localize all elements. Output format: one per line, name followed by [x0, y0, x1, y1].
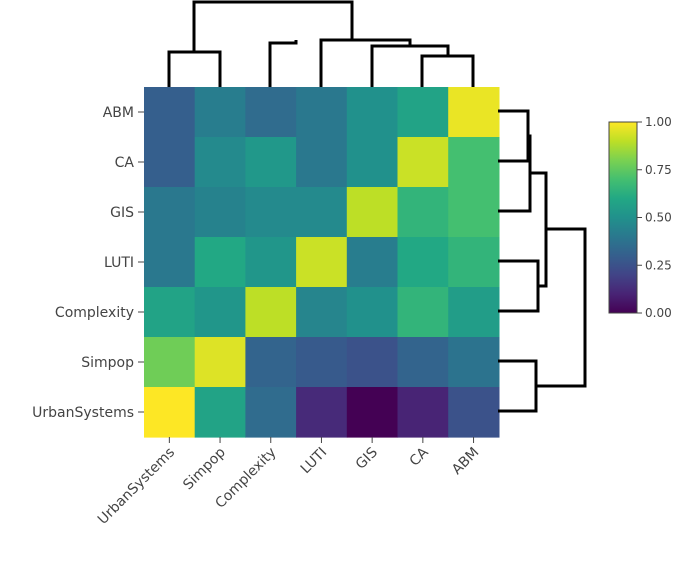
- colorbar-tick-labels: 0.00 0.25 0.50 0.75 1.00: [637, 115, 672, 320]
- y-tick-label-CA: CA: [115, 155, 135, 171]
- heatmap-cell-Simpop-Simpop: [194, 337, 246, 388]
- heatmap-cell-ABM-GIS: [346, 87, 399, 138]
- x-tick-label-Simpop: Simpop: [180, 444, 229, 493]
- heatmap-cell-CA-CA: [397, 137, 449, 188]
- right-dendrogram-link-simpop-urbansystems: [498, 359, 538, 413]
- heatmap-cell-LUTI-Complexity: [245, 237, 297, 288]
- heatmap-cell-Complexity-LUTI: [296, 287, 348, 338]
- heatmap-cell-UrbanSystems-Complexity: [245, 387, 297, 438]
- heatmap-cell-LUTI-Simpop: [194, 237, 246, 288]
- heatmap-cell-ABM-CA: [397, 87, 449, 138]
- heatmap-cell-UrbanSystems-GIS: [346, 387, 399, 438]
- heatmap-cell-GIS-Simpop: [194, 187, 246, 238]
- y-axis-tick-labels: ABM CA GIS LUTI Complexity Simpop UrbanSystems: [32, 105, 144, 421]
- heatmap-cell-ABM-LUTI: [296, 87, 348, 138]
- colorbar-tick-label-0.50: 0.50: [645, 211, 672, 225]
- y-tick-label-Simpop: Simpop: [81, 355, 134, 371]
- heatmap-cell-LUTI-ABM: [448, 237, 500, 288]
- heatmap-cell-Complexity-ABM: [448, 287, 500, 338]
- right-dendrogram-link-root: [536, 227, 587, 388]
- heatmap-cell-CA-UrbanSystems: [144, 137, 196, 188]
- heatmap-cell-LUTI-CA: [397, 237, 449, 288]
- heatmap-cell-GIS-GIS: [346, 187, 399, 238]
- colorbar-tick-label-0.25: 0.25: [645, 258, 672, 272]
- top-dendrogram: [167, 0, 475, 87]
- y-tick-label-LUTI: LUTI: [104, 255, 134, 271]
- right-dendrogram-link-luti-complexity: [498, 259, 540, 313]
- heatmap-cell-CA-LUTI: [296, 137, 348, 188]
- top-dendrogram-link-complexity-group: [268, 40, 298, 87]
- heatmap-cell-Simpop-LUTI: [296, 337, 348, 388]
- heatmap-cell-ABM-Complexity: [245, 87, 297, 138]
- heatmap-cell-GIS-LUTI: [296, 187, 348, 238]
- heatmap-cell-GIS-UrbanSystems: [144, 187, 196, 238]
- heatmap-cell-CA-Complexity: [245, 137, 297, 188]
- heatmap-cells: [144, 87, 500, 438]
- top-dendrogram-link-gis-ca-abm: [370, 44, 450, 87]
- heatmap-cell-Complexity-Simpop: [194, 287, 246, 338]
- colorbar-tick-label-0.75: 0.75: [645, 163, 672, 177]
- heatmap-cell-UrbanSystems-UrbanSystems: [144, 387, 196, 438]
- heatmap-cell-LUTI-LUTI: [296, 237, 348, 288]
- heatmap-cell-Simpop-ABM: [448, 337, 500, 388]
- colorbar: 0.00 0.25 0.50 0.75 1.00: [608, 115, 672, 320]
- heatmap-cell-Simpop-CA: [397, 337, 449, 388]
- top-dendrogram-link-urbansystems-simpop: [167, 50, 222, 87]
- heatmap-cell-ABM-ABM: [448, 87, 500, 138]
- x-tick-label-ABM: ABM: [449, 445, 482, 478]
- y-tick-label-Complexity: Complexity: [55, 305, 134, 321]
- heatmap-cell-CA-GIS: [346, 137, 399, 188]
- heatmap-cell-UrbanSystems-LUTI: [296, 387, 348, 438]
- heatmap-cell-LUTI-UrbanSystems: [144, 237, 196, 288]
- heatmap-cell-ABM-Simpop: [194, 87, 246, 138]
- top-dendrogram-link-root: [192, 0, 354, 52]
- top-dendrogram-link-ca-abm: [420, 54, 475, 87]
- colorbar-tick-label-0.00: 0.00: [645, 306, 672, 320]
- heatmap-cell-UrbanSystems-Simpop: [194, 387, 246, 438]
- top-dendrogram-link-luti-group: [319, 38, 412, 87]
- heatmap-cell-UrbanSystems-ABM: [448, 387, 500, 438]
- x-tick-label-CA: CA: [407, 444, 432, 469]
- y-tick-label-GIS: GIS: [110, 205, 134, 221]
- heatmap-cell-Simpop-Complexity: [245, 337, 297, 388]
- right-dendrogram-link-gis: [498, 134, 532, 213]
- colorbar-tick-label-1.00: 1.00: [645, 115, 672, 129]
- x-tick-label-UrbanSystems: UrbanSystems: [95, 445, 178, 528]
- heatmap-cell-LUTI-GIS: [346, 237, 399, 288]
- y-tick-label-UrbanSystems: UrbanSystems: [32, 405, 134, 421]
- heatmap-cell-Simpop-UrbanSystems: [144, 337, 196, 388]
- heatmap-cell-GIS-CA: [397, 187, 449, 238]
- right-dendrogram-link-abm-ca: [498, 109, 530, 163]
- heatmap-cell-CA-Simpop: [194, 137, 246, 188]
- heatmap-cell-Complexity-Complexity: [245, 287, 297, 338]
- colorbar-gradient: [608, 121, 638, 314]
- right-dendrogram: [498, 109, 587, 413]
- heatmap-cell-Complexity-CA: [397, 287, 449, 338]
- x-tick-label-LUTI: LUTI: [298, 445, 331, 478]
- heatmap-cell-ABM-UrbanSystems: [144, 87, 196, 138]
- heatmap-cell-GIS-Complexity: [245, 187, 297, 238]
- y-tick-label-ABM: ABM: [103, 105, 134, 121]
- heatmap-cell-Simpop-GIS: [346, 337, 399, 388]
- heatmap-cell-CA-ABM: [448, 137, 500, 188]
- x-tick-label-GIS: GIS: [353, 444, 381, 472]
- heatmap-cell-Complexity-UrbanSystems: [144, 287, 196, 338]
- heatmap-cell-UrbanSystems-CA: [397, 387, 449, 438]
- heatmap-cell-Complexity-GIS: [346, 287, 399, 338]
- heatmap-cell-GIS-ABM: [448, 187, 500, 238]
